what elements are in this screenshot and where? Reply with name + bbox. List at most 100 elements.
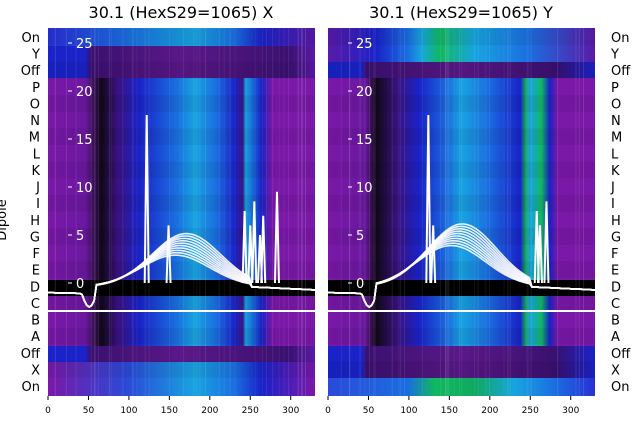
overlay-tick-label: 25 xyxy=(76,37,93,52)
striation xyxy=(298,28,300,396)
x-tick-label: 50 xyxy=(83,406,95,416)
left-row-stripes xyxy=(48,28,315,396)
striation xyxy=(526,28,528,396)
row-label-left: Off xyxy=(21,347,41,362)
row-label-right: G xyxy=(611,230,621,245)
striation xyxy=(557,28,559,396)
right-band-lower xyxy=(328,296,595,310)
x-tick-label: 200 xyxy=(481,406,498,416)
row-stripe xyxy=(48,361,315,378)
row-stripe xyxy=(328,327,595,345)
striation xyxy=(131,28,133,396)
right-overlay-ticks: 0 5 10 15 20 25 xyxy=(348,37,373,292)
left-band-top xyxy=(48,28,315,46)
right-x-ticks: 0 50 100 150 200 250 300 xyxy=(325,396,580,416)
row-label-right: O xyxy=(611,97,621,112)
overlay-tick-label: 0 xyxy=(76,277,84,292)
left-band-below-line xyxy=(48,312,315,346)
striation xyxy=(488,28,490,396)
row-stripe xyxy=(328,294,595,312)
row-label-left: C xyxy=(31,297,40,312)
left-overlay-ticks: 0 5 10 15 20 25 xyxy=(68,37,93,292)
striation xyxy=(148,28,150,396)
overlay-tick-label: 5 xyxy=(356,229,364,244)
x-tick-label: 200 xyxy=(201,406,218,416)
row-label-left: H xyxy=(30,214,40,229)
striation xyxy=(583,28,585,396)
striation xyxy=(364,28,366,396)
striation xyxy=(373,28,375,396)
striation xyxy=(391,28,393,396)
row-label-left: P xyxy=(32,81,40,96)
row-label-left: E xyxy=(32,264,40,279)
right-overlay-curves xyxy=(328,114,595,308)
striation xyxy=(54,28,56,396)
x-tick-label: 100 xyxy=(120,406,137,416)
row-label-right: I xyxy=(611,197,615,212)
striation xyxy=(94,28,96,396)
row-stripe xyxy=(48,161,315,179)
striation xyxy=(193,28,195,396)
striation xyxy=(578,28,580,396)
row-label-right: K xyxy=(611,164,620,179)
right-heatmap xyxy=(328,28,595,396)
overlay-tick-label: 15 xyxy=(356,133,373,148)
row-label-left: On xyxy=(22,380,40,395)
row-label-right: On xyxy=(611,380,629,395)
striation xyxy=(261,28,263,396)
striation xyxy=(302,28,304,396)
overlay-spike xyxy=(251,201,258,284)
striation xyxy=(448,28,450,396)
overlay-tick-label: 20 xyxy=(356,85,373,100)
striation xyxy=(400,28,402,396)
striation xyxy=(65,28,67,396)
x-tick-label: 250 xyxy=(242,406,259,416)
striation xyxy=(448,28,450,396)
row-label-left: B xyxy=(31,314,40,329)
striation xyxy=(305,28,307,396)
overlay-spike xyxy=(260,215,267,284)
striation xyxy=(300,28,302,396)
striation xyxy=(421,28,423,396)
x-tick-label: 300 xyxy=(562,406,579,416)
right-panel-title: 30.1 (HexS29=1065) Y xyxy=(369,3,553,22)
striation xyxy=(110,28,112,396)
right-band-top xyxy=(328,28,595,62)
x-tick-label: 0 xyxy=(45,406,51,416)
striation xyxy=(358,28,360,396)
x-tick-label: 50 xyxy=(363,406,375,416)
overlay-spike xyxy=(536,225,543,284)
striation xyxy=(375,28,377,396)
row-stripe xyxy=(328,128,595,146)
overlay-tick-label: 0 xyxy=(356,277,364,292)
striation xyxy=(97,28,99,396)
row-label-right: C xyxy=(611,297,620,312)
striation xyxy=(75,28,77,396)
striation xyxy=(398,28,400,396)
row-label-right: F xyxy=(611,247,618,262)
left-band-lower xyxy=(48,296,315,310)
right-separator-line xyxy=(328,310,595,312)
striation xyxy=(278,28,280,396)
row-label-right: H xyxy=(611,214,621,229)
row-stripe xyxy=(328,261,595,278)
overlay-spike xyxy=(273,191,280,284)
row-label-right: On xyxy=(611,31,629,46)
row-stripe xyxy=(48,61,315,79)
row-label-right: E xyxy=(611,264,619,279)
striation xyxy=(183,28,185,396)
left-band-off-bottom xyxy=(48,346,315,362)
x-tick-label: 300 xyxy=(282,406,299,416)
striation xyxy=(265,28,267,396)
striation xyxy=(94,28,96,396)
left-band-bottom xyxy=(48,362,315,396)
striation xyxy=(168,28,170,396)
x-tick-label: 250 xyxy=(522,406,539,416)
striation xyxy=(297,28,299,396)
x-tick-label: 150 xyxy=(161,406,178,416)
striation xyxy=(485,28,487,396)
striation xyxy=(199,28,201,396)
row-label-right: B xyxy=(611,314,620,329)
overlay-tick-label: 15 xyxy=(76,133,93,148)
